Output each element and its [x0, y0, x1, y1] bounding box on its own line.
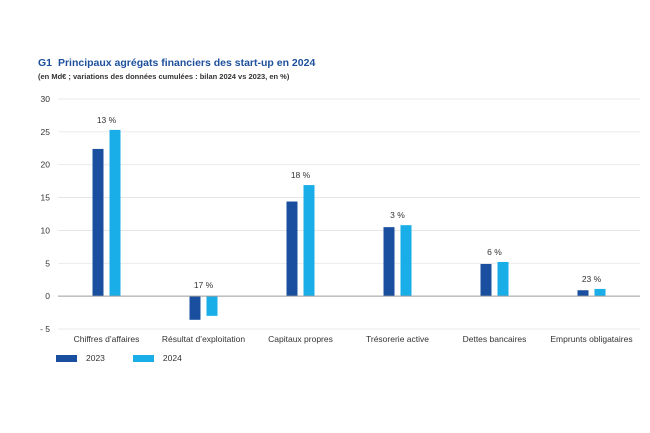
bar-2023 [189, 296, 201, 320]
bar-2023 [92, 148, 104, 297]
y-tick-label: 30 [41, 94, 51, 104]
variation-label: 13 % [97, 115, 117, 125]
bar-2023 [480, 263, 492, 297]
variation-label: 18 % [291, 170, 311, 180]
variation-label: 23 % [582, 274, 602, 284]
bar-2024 [109, 129, 121, 297]
chart-title-text: Principaux agrégats financiers des start… [57, 57, 316, 69]
chart-legend: 2023 2024 [56, 353, 210, 363]
legend-item-2024: 2024 [132, 353, 182, 363]
bar-2024 [303, 185, 315, 297]
y-tick-label: 25 [41, 127, 51, 137]
x-tick-label: Trésorerie active [366, 334, 429, 344]
bar-2023 [577, 290, 589, 297]
bar-2023 [286, 201, 298, 297]
y-tick-label: 0 [45, 291, 50, 301]
x-tick-label: Résultat d’exploitation [162, 334, 245, 344]
bar-2024 [206, 296, 218, 316]
x-tick-label: Chiffres d’affaires [74, 334, 140, 344]
chart-header: G1 Principaux agrégats financiers des st… [38, 57, 315, 81]
x-tick-label: Emprunts obligataires [550, 334, 632, 344]
chart-title: G1 Principaux agrégats financiers des st… [38, 57, 315, 69]
bar-2024 [594, 288, 606, 297]
bar-2024 [400, 225, 412, 297]
variation-label: 17 % [194, 280, 214, 290]
legend-item-2023: 2023 [56, 353, 105, 363]
chart-tag: G1 [38, 57, 53, 69]
x-tick-label: Capitaux propres [268, 334, 333, 344]
y-tick-label: 10 [41, 225, 51, 235]
y-tick-label: 20 [41, 160, 51, 170]
legend-label-2024: 2024 [162, 353, 182, 363]
variation-label: 6 % [487, 247, 502, 257]
variation-label: 3 % [390, 210, 405, 220]
y-tick-label: 15 [41, 193, 51, 203]
bar-2024 [497, 261, 509, 297]
legend-swatch-2023 [56, 354, 77, 362]
legend-label-2023: 2023 [86, 353, 105, 363]
x-tick-label: Dettes bancaires [463, 334, 527, 344]
legend-swatch-2024 [132, 354, 154, 362]
y-tick-label: - 5 [40, 324, 50, 334]
bar-2023 [383, 227, 395, 297]
y-tick-label: 5 [45, 258, 50, 268]
chart-subtitle: (en Md€ ; variations des données cumulée… [38, 72, 290, 81]
